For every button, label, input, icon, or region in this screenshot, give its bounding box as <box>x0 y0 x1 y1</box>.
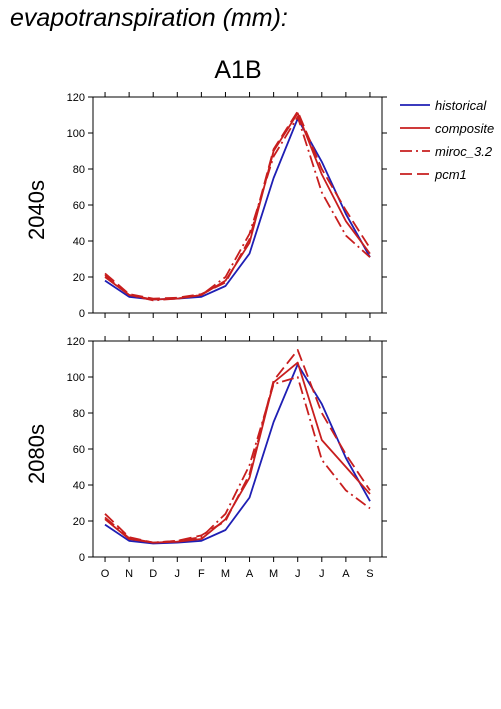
legend-label: historical <box>435 98 487 113</box>
y-tick-label: 0 <box>79 308 85 320</box>
figure-subtitle: A1B <box>214 56 262 84</box>
figure-title: evapotranspiration (mm): <box>10 4 288 32</box>
series-line-composite <box>104 361 371 544</box>
y-tick-label: 100 <box>67 372 85 384</box>
series-line-pcm1 <box>104 110 371 300</box>
legend-label: miroc_3.2 <box>435 144 493 159</box>
x-tick-label: J <box>319 568 325 580</box>
plot-frame <box>92 340 383 558</box>
y-tick-label: 100 <box>67 128 85 140</box>
y-tick-label: 120 <box>67 92 85 104</box>
y-tick-label: 20 <box>73 516 85 528</box>
x-tick-label: A <box>342 568 350 580</box>
x-tick-label: J <box>295 568 301 580</box>
x-tick-label: N <box>125 568 133 580</box>
x-tick-label: A <box>246 568 254 580</box>
x-tick-label: D <box>149 568 157 580</box>
y-tick-label: 80 <box>73 408 85 420</box>
y-tick-label: 80 <box>73 164 85 176</box>
series-line-pcm1 <box>104 349 371 544</box>
legend-label: composite <box>435 121 494 136</box>
panel-2: 0 20 40 60 80 100 120 O N D J F M A M J J A S <box>67 336 387 580</box>
panel-1: 0 20 40 60 80 100 120 <box>67 92 387 320</box>
series-line-miroc-3-2 <box>104 376 371 544</box>
y-tick-label: 40 <box>73 480 85 492</box>
x-tick-label: S <box>366 568 373 580</box>
y-tick-label: 120 <box>67 336 85 348</box>
x-tick-label: J <box>175 568 181 580</box>
legend: historical composite miroc_3.2 pcm1 <box>400 98 494 182</box>
x-tick-label: O <box>101 568 110 580</box>
y-tick-label: 40 <box>73 236 85 248</box>
y-tick-label: 20 <box>73 272 85 284</box>
series-line-historical <box>104 117 371 301</box>
x-tick-label: M <box>221 568 230 580</box>
y-tick-label: 0 <box>79 552 85 564</box>
x-tick-label: F <box>198 568 205 580</box>
y-tick-label: 60 <box>73 200 85 212</box>
y-tick-label: 60 <box>73 444 85 456</box>
plot-frame <box>92 96 383 314</box>
series-line-miroc-3-2 <box>104 115 371 302</box>
legend-label: pcm1 <box>434 167 467 182</box>
x-tick-label: M <box>269 568 278 580</box>
series-line-historical <box>104 363 371 545</box>
